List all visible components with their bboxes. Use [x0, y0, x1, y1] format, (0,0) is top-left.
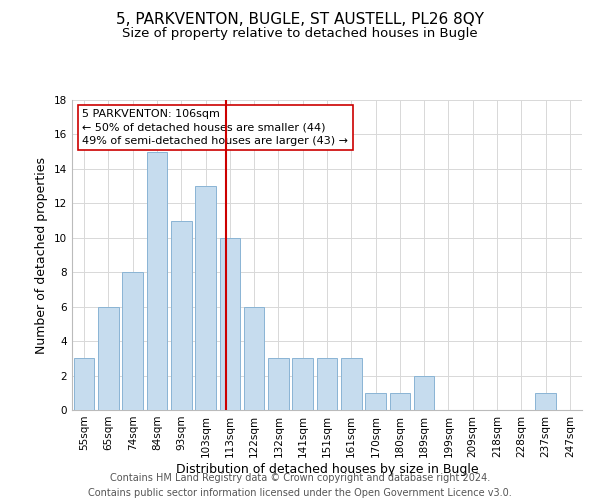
Bar [317, 358, 337, 410]
Bar [195, 186, 216, 410]
Bar [414, 376, 434, 410]
Bar [268, 358, 289, 410]
Bar [146, 152, 167, 410]
Bar [341, 358, 362, 410]
Bar [171, 220, 191, 410]
Bar [365, 393, 386, 410]
Bar [98, 306, 119, 410]
Bar [122, 272, 143, 410]
Text: Size of property relative to detached houses in Bugle: Size of property relative to detached ho… [122, 28, 478, 40]
Bar [74, 358, 94, 410]
Bar [244, 306, 265, 410]
Bar [292, 358, 313, 410]
Bar [220, 238, 240, 410]
Text: 5, PARKVENTON, BUGLE, ST AUSTELL, PL26 8QY: 5, PARKVENTON, BUGLE, ST AUSTELL, PL26 8… [116, 12, 484, 28]
Y-axis label: Number of detached properties: Number of detached properties [35, 156, 49, 354]
Bar [535, 393, 556, 410]
X-axis label: Distribution of detached houses by size in Bugle: Distribution of detached houses by size … [176, 462, 478, 475]
Text: 5 PARKVENTON: 106sqm
← 50% of detached houses are smaller (44)
49% of semi-detac: 5 PARKVENTON: 106sqm ← 50% of detached h… [82, 110, 348, 146]
Bar [389, 393, 410, 410]
Text: Contains HM Land Registry data © Crown copyright and database right 2024.
Contai: Contains HM Land Registry data © Crown c… [88, 472, 512, 498]
